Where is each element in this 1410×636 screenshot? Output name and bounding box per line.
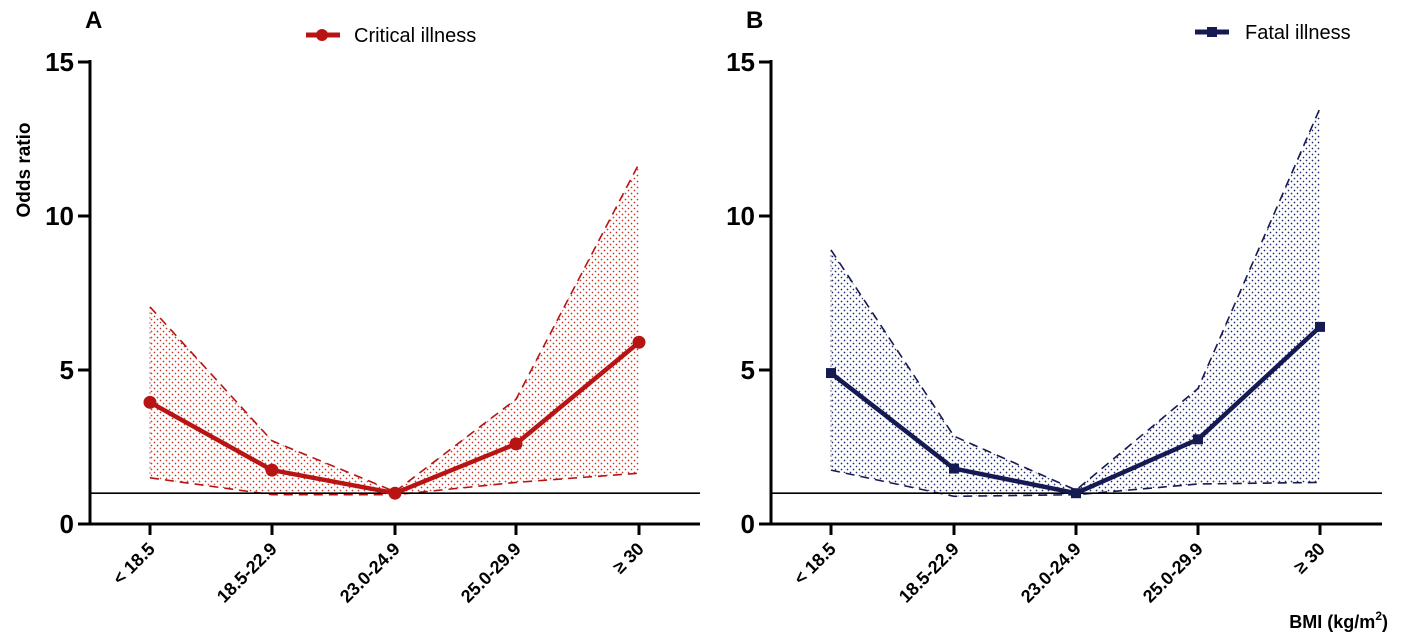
x-tick-label: 23.0-24.9 (336, 539, 404, 607)
ci-band (831, 108, 1320, 497)
y-tick-label: 0 (741, 509, 755, 539)
y-tick-label: 5 (60, 355, 74, 385)
legend-label: Fatal illness (1245, 22, 1351, 44)
x-tick-label: 18.5-22.9 (895, 539, 963, 607)
legend-label: Critical illness (354, 25, 476, 47)
plot-area-b: 0 5 10 15 < 18.5 18.5-22.9 23.0-24.9 25.0-29.9 ≥… (726, 47, 1382, 607)
x-tick-label: ≥ 30 (1290, 539, 1329, 578)
x-tick-label: 25.0-29.9 (457, 539, 525, 607)
panel-b: B Fatal illness BMI (kg/m2) 0 5 10 15 < 18.5… (726, 7, 1388, 632)
y-tick-label: 10 (726, 201, 755, 231)
x-axis-title: BMI (kg/m2) (1289, 609, 1388, 632)
panel-a: A Odds ratio Critical illness 0 5 10 15 < 18… (14, 7, 700, 607)
y-tick-label: 15 (45, 47, 74, 77)
data-point (509, 437, 523, 451)
data-point (826, 368, 836, 379)
data-point (265, 463, 279, 477)
data-point (1193, 434, 1203, 445)
x-tick-label: < 18.5 (790, 539, 840, 589)
data-point (632, 335, 646, 349)
x-tick-label: 18.5-22.9 (213, 539, 281, 607)
data-point (1071, 488, 1081, 499)
y-tick-label: 0 (60, 509, 74, 539)
legend-fatal-illness: Fatal illness (1195, 22, 1351, 44)
legend-marker (1207, 27, 1217, 37)
y-tick-label: 5 (741, 355, 755, 385)
y-tick-label: 10 (45, 201, 74, 231)
x-tick-label: ≥ 30 (609, 539, 648, 578)
panel-letter-b: B (746, 7, 763, 34)
legend-marker (316, 29, 328, 41)
ci-upper-line (149, 163, 640, 493)
data-point (388, 486, 402, 500)
y-axis-title: Odds ratio (14, 122, 35, 217)
data-point (143, 395, 157, 409)
legend-critical-illness: Critical illness (306, 25, 476, 47)
data-point (1315, 321, 1325, 332)
panel-letter-a: A (85, 7, 102, 34)
x-tick-label: 23.0-24.9 (1017, 539, 1085, 607)
x-tick-label: < 18.5 (109, 539, 159, 589)
ci-upper-line (830, 107, 1321, 492)
x-tick-label: 25.0-29.9 (1139, 539, 1207, 607)
ci-band (150, 163, 639, 495)
plot-area-a: 0 5 10 15 < 18.5 18.5-22.9 23.0-24.9 25.0-29.9 ≥… (45, 47, 700, 607)
data-point (949, 463, 959, 474)
y-tick-label: 15 (726, 47, 755, 77)
